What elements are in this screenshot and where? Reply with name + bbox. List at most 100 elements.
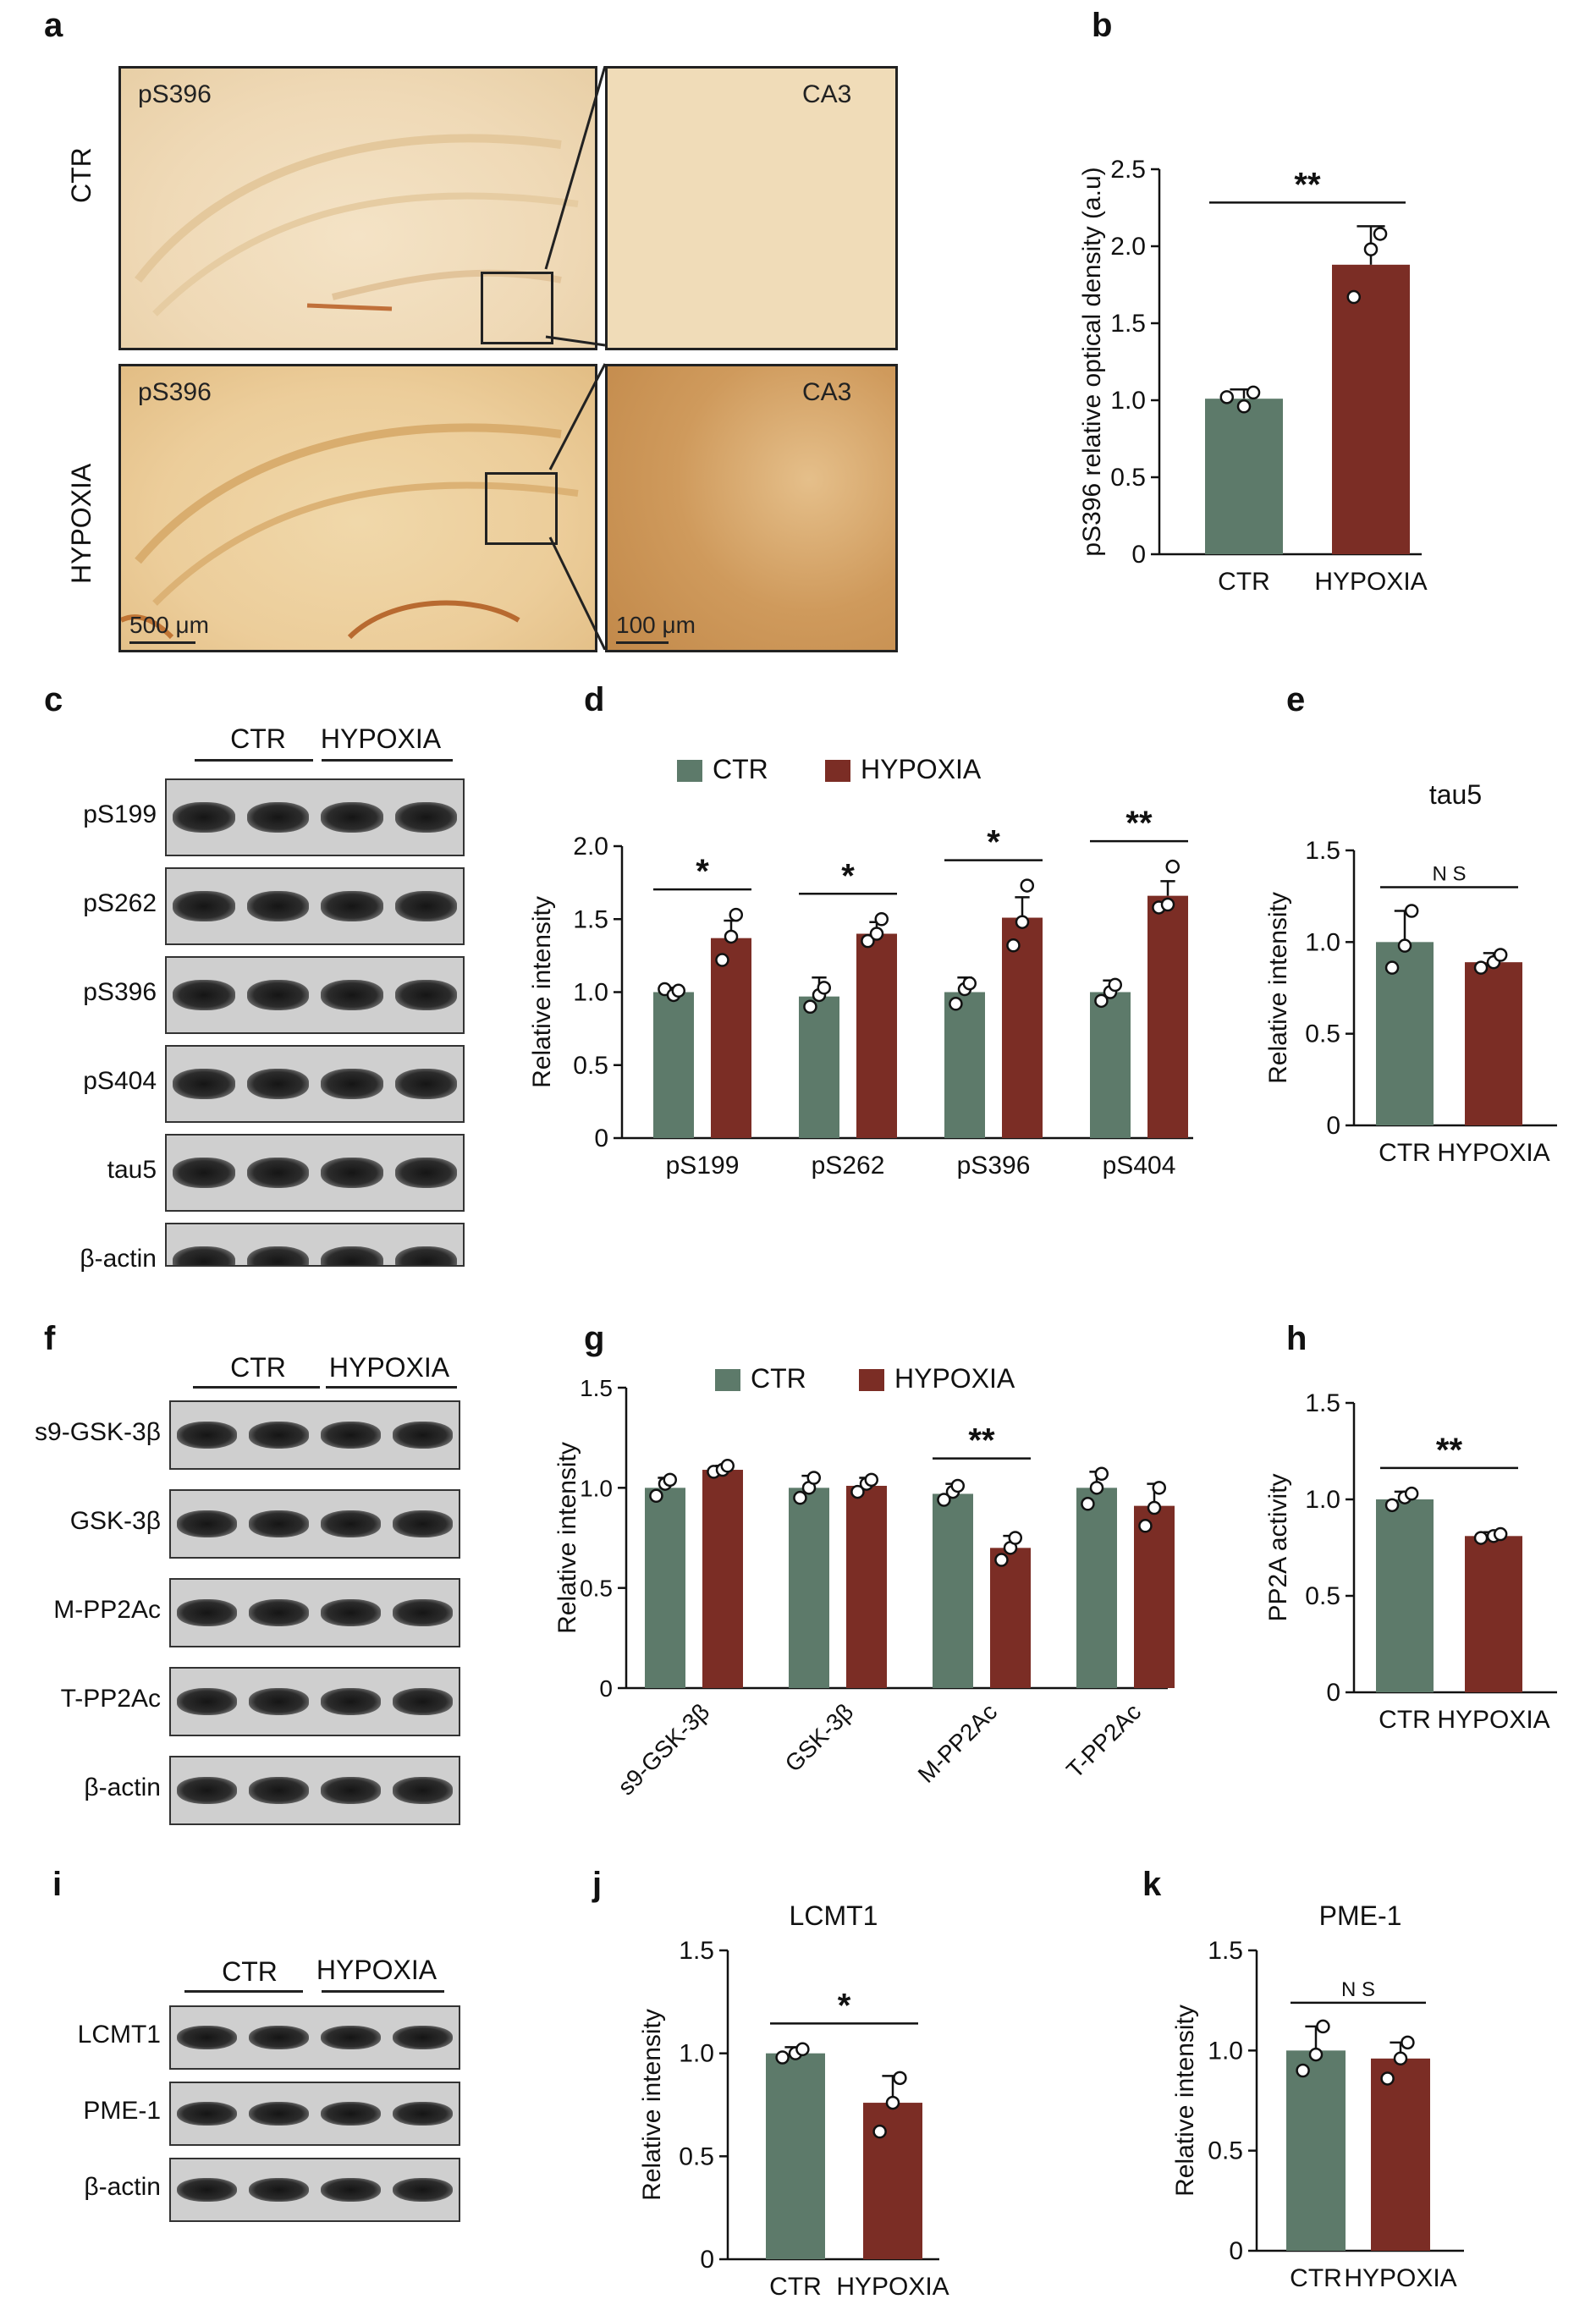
y-axis-label: PP2A activity bbox=[1264, 1473, 1292, 1621]
data-point bbox=[1380, 2071, 1395, 2086]
x-tick-label: pS404 bbox=[1103, 1152, 1176, 1180]
blot-c-group-line bbox=[195, 759, 313, 762]
data-point bbox=[1384, 960, 1400, 975]
legend-swatch bbox=[677, 760, 702, 782]
blot-band bbox=[173, 980, 235, 1010]
bar bbox=[789, 1488, 829, 1688]
hippocampus-outline bbox=[121, 423, 579, 640]
blot-i-group-line bbox=[322, 1990, 444, 1993]
data-point bbox=[1108, 977, 1123, 993]
zoom-box bbox=[485, 472, 558, 545]
chart-j: 0 0.5 1.0 1.5 Relative intensity LCMT1 CTR HYPO… bbox=[638, 1900, 949, 2301]
chart-d: 0 0.5 1.0 1.5 2.0 Relative intensity pS199 pS26… bbox=[528, 754, 1193, 1180]
blot-band bbox=[320, 1510, 382, 1537]
y-tick-label: 0 bbox=[1326, 1112, 1340, 1140]
blot-row-label: tau5 bbox=[107, 1156, 157, 1184]
blot-i-group-hypoxia: HYPOXIA bbox=[316, 1955, 438, 1985]
row-label-ctr: CTR bbox=[66, 147, 96, 203]
blot-band bbox=[320, 1777, 382, 1804]
significance-label: * bbox=[841, 857, 855, 894]
blot-row-label: M-PP2Ac bbox=[53, 1596, 161, 1624]
data-point bbox=[803, 999, 817, 1014]
y-tick-label: 0.5 bbox=[1305, 1582, 1340, 1610]
significance-label: N S bbox=[1341, 1978, 1375, 2001]
blot-band bbox=[321, 891, 383, 921]
blot-row-label: β-actin bbox=[84, 1774, 161, 1801]
significance-label: N S bbox=[1432, 863, 1466, 886]
data-point bbox=[950, 1478, 966, 1493]
data-point bbox=[1308, 2047, 1324, 2062]
legend-label: HYPOXIA bbox=[861, 754, 982, 784]
micrograph-ctr-overview: pS396 bbox=[118, 66, 597, 350]
data-point bbox=[1165, 859, 1180, 874]
blot-strip bbox=[169, 1756, 460, 1825]
blot-c-group-line bbox=[322, 759, 453, 762]
y-tick-label: 2.0 bbox=[573, 833, 608, 861]
data-point bbox=[1346, 289, 1362, 305]
bar bbox=[711, 938, 751, 1138]
legend-swatch bbox=[859, 1369, 884, 1391]
bar bbox=[1076, 1488, 1117, 1688]
panel-letter-c: c bbox=[44, 681, 63, 718]
data-point bbox=[775, 2050, 790, 2065]
blot-band bbox=[176, 2025, 238, 2050]
blot-band bbox=[176, 1777, 238, 1804]
bar bbox=[1371, 2058, 1430, 2251]
y-tick-label: 0 bbox=[1326, 1679, 1340, 1707]
legend-label: HYPOXIA bbox=[894, 1363, 1015, 1394]
y-tick-label: 1.5 bbox=[679, 1937, 714, 1965]
bar bbox=[1134, 1505, 1175, 1688]
blot-band bbox=[246, 1246, 309, 1265]
bar bbox=[1376, 1499, 1434, 1692]
blot-strip bbox=[165, 778, 465, 856]
micrograph-ctr-ca3: CA3 bbox=[605, 66, 898, 350]
bar bbox=[933, 1493, 973, 1688]
data-point bbox=[872, 2124, 887, 2139]
blot-f-group-ctr: CTR bbox=[230, 1352, 286, 1383]
bar bbox=[1376, 942, 1434, 1125]
zoom-box bbox=[481, 272, 553, 344]
blot-i-group-line bbox=[184, 1990, 303, 1993]
blot-band bbox=[392, 2177, 454, 2203]
chart-title: LCMT1 bbox=[790, 1900, 878, 1931]
chart-g: 0 0.5 1.0 1.5 Relative intensity s9-GSK-3β GSK… bbox=[553, 1363, 1175, 1801]
data-point bbox=[817, 981, 832, 995]
stain-label: pS396 bbox=[138, 378, 212, 406]
y-tick-label: 0.5 bbox=[1305, 1020, 1340, 1048]
blot-band bbox=[392, 2101, 454, 2126]
blot-band bbox=[176, 1510, 238, 1537]
data-point bbox=[1404, 904, 1419, 918]
x-tick-label: HYPOXIA bbox=[1344, 2264, 1456, 2292]
blot-band bbox=[176, 1599, 238, 1626]
panel-letter-k: k bbox=[1142, 1866, 1162, 1903]
chart-e: 0 0.5 1.0 1.5 Relative intensity tau5 CTR HYPOX… bbox=[1264, 779, 1557, 1167]
significance-label: ** bbox=[1436, 1432, 1463, 1469]
data-point bbox=[1393, 2051, 1408, 2066]
blot-band bbox=[248, 2025, 310, 2050]
x-tick-label: pS396 bbox=[957, 1152, 1031, 1180]
x-tick-label: CTR bbox=[769, 2273, 822, 2301]
micrograph-hypoxia-overview: pS396 500 μm bbox=[118, 364, 597, 652]
legend-label: CTR bbox=[713, 754, 768, 784]
data-point bbox=[1147, 1500, 1162, 1515]
blot-band bbox=[246, 980, 309, 1010]
bar bbox=[863, 2103, 922, 2259]
data-point bbox=[671, 983, 686, 998]
data-point bbox=[962, 976, 977, 991]
data-point bbox=[1236, 399, 1252, 414]
blot-f-group-hypoxia: HYPOXIA bbox=[328, 1352, 450, 1383]
bar bbox=[702, 1470, 743, 1688]
y-tick-label: 1.5 bbox=[580, 1375, 613, 1401]
data-point bbox=[1152, 1481, 1167, 1495]
panel-letter-g: g bbox=[584, 1320, 605, 1357]
bar bbox=[990, 1548, 1031, 1688]
bar bbox=[1090, 992, 1131, 1138]
blot-band bbox=[320, 1422, 382, 1449]
y-tick-label: 1.0 bbox=[679, 2040, 714, 2068]
significance-label: ** bbox=[968, 1422, 995, 1460]
bar bbox=[1002, 917, 1043, 1138]
significance-label: * bbox=[838, 1987, 851, 2024]
micrograph-hypoxia-ca3: CA3 100 μm bbox=[605, 364, 898, 652]
y-tick-label: 0.5 bbox=[573, 1052, 608, 1080]
y-tick-label: 1.5 bbox=[1208, 1937, 1243, 1965]
